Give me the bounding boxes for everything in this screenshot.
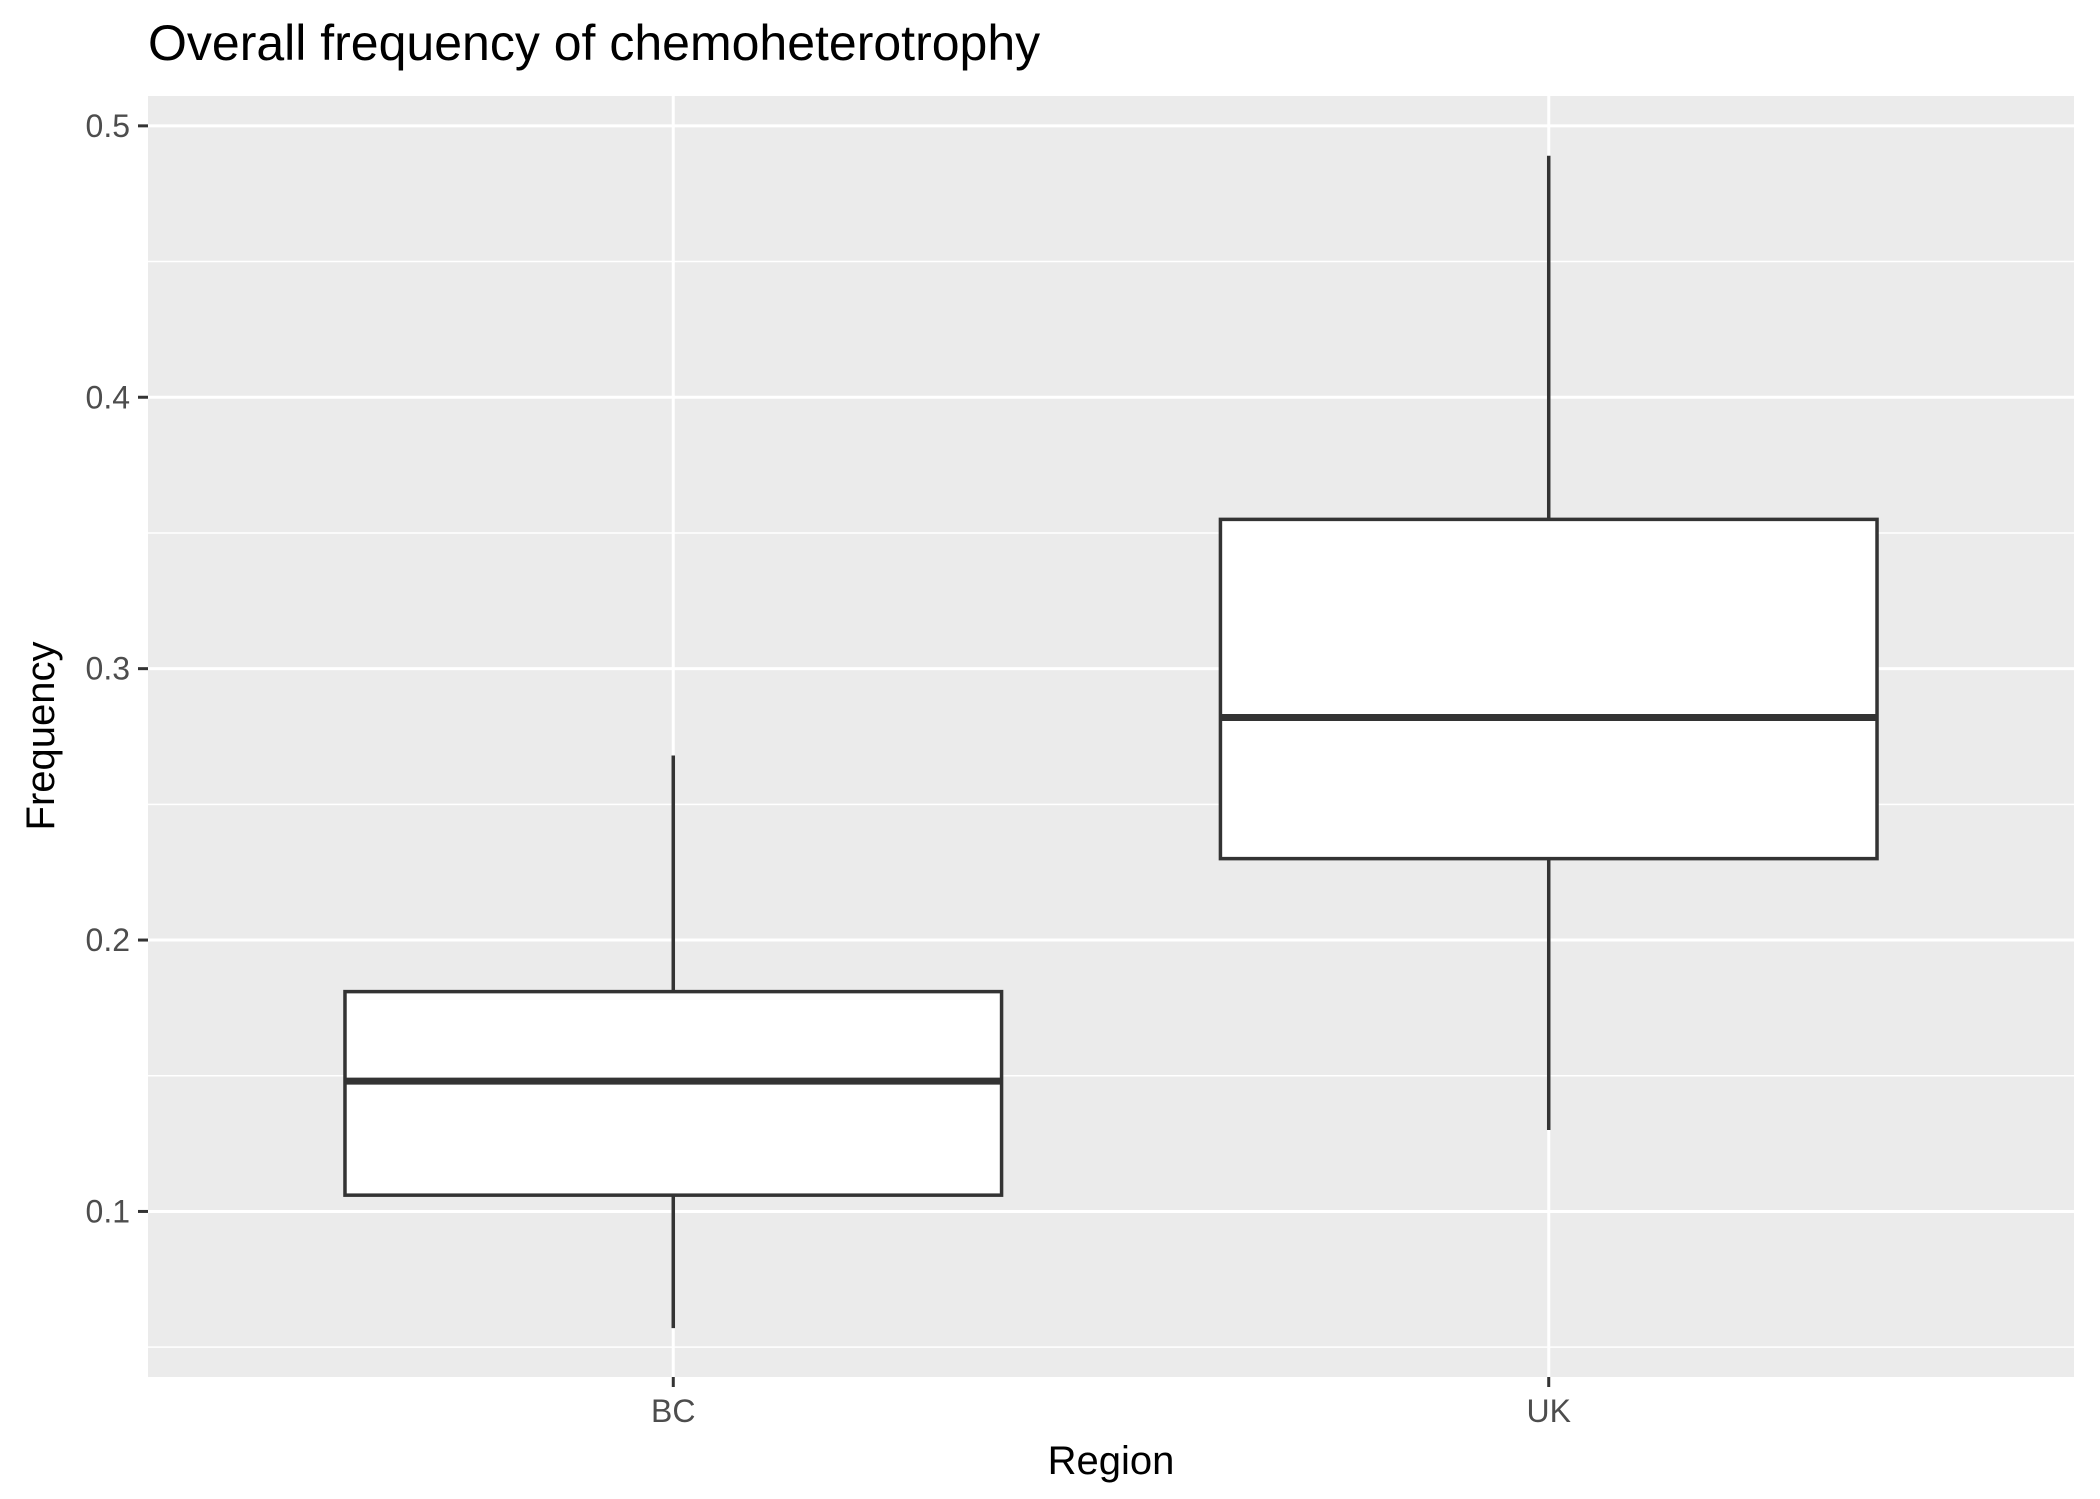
box-iqr bbox=[343, 989, 1004, 1197]
y-tick-label: 0.3 bbox=[86, 651, 130, 687]
x-axis-title: Region bbox=[1048, 1439, 1175, 1483]
chart-title: Overall frequency of chemoheterotrophy bbox=[148, 15, 1040, 71]
y-tick-label: 0.5 bbox=[86, 108, 130, 144]
y-tick-label: 0.4 bbox=[86, 379, 130, 415]
y-axis-title: Frequency bbox=[19, 642, 63, 831]
box-uk bbox=[1218, 155, 1879, 1131]
y-tick-label: 0.1 bbox=[86, 1193, 130, 1229]
x-tick-label: BC bbox=[651, 1393, 695, 1429]
box-bc bbox=[343, 755, 1004, 1329]
box-plots bbox=[343, 155, 1879, 1329]
x-tick-label: UK bbox=[1527, 1393, 1571, 1429]
axes: 0.1 0.2 0.3 0.4 0.5 BC UK bbox=[86, 108, 1571, 1429]
y-tick-label: 0.2 bbox=[86, 922, 130, 958]
box-iqr bbox=[1218, 517, 1879, 861]
